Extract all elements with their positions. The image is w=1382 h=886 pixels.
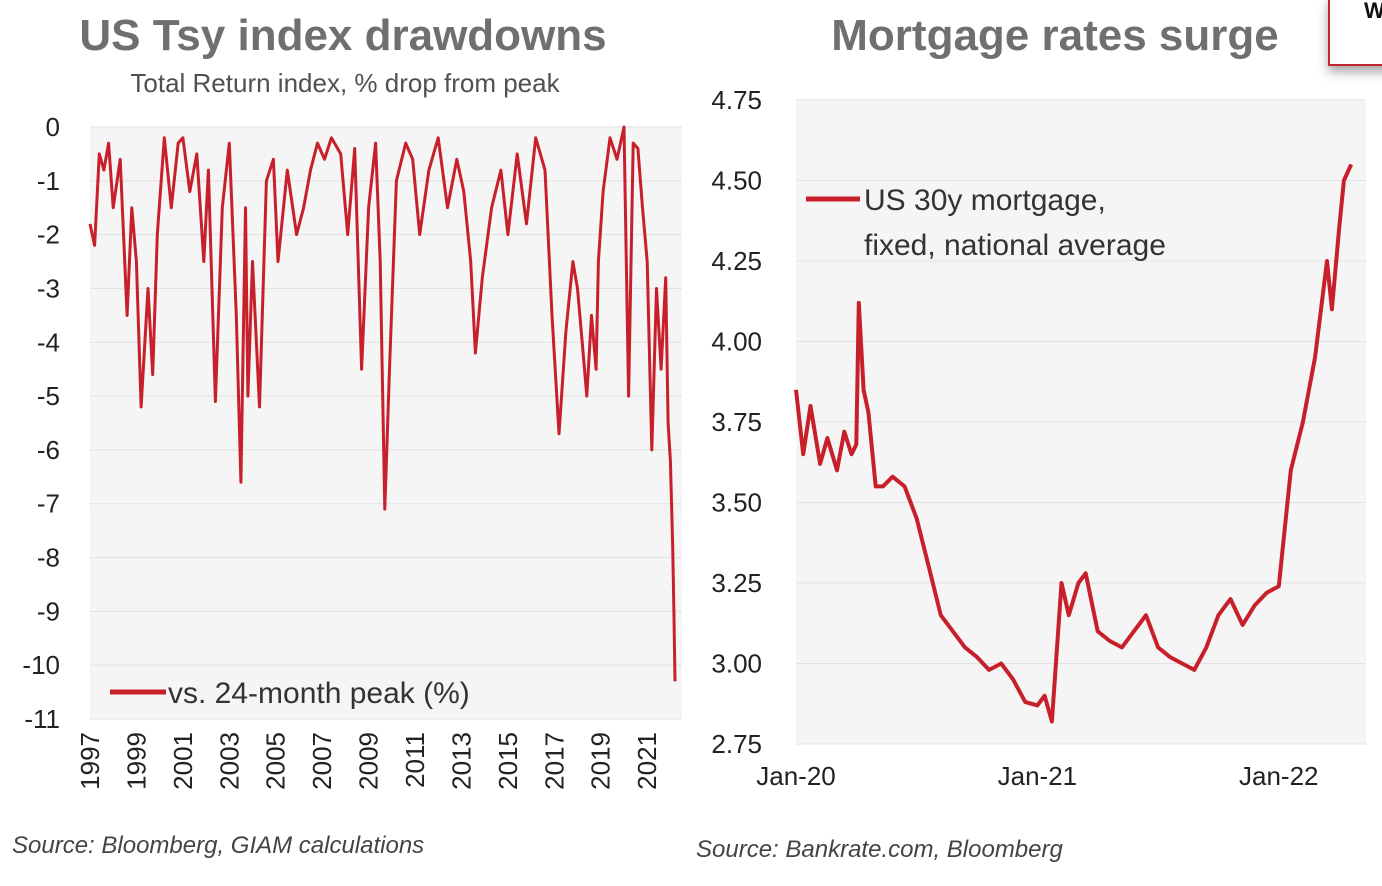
right-y-axis-ticks: 4.75 4.50 4.25 4.00 3.75 3.50 3.25 3.00 2.75 [711, 85, 762, 759]
right-y-tick-label: 3.50 [711, 488, 762, 518]
left-legend-label: vs. 24-month peak (%) [168, 677, 470, 710]
left-y-tick-label: -10 [22, 650, 60, 680]
left-x-tick-label: 2017 [539, 732, 569, 790]
right-y-tick-label: 3.00 [711, 649, 762, 679]
right-x-axis-ticks: Jan-20 Jan-21 Jan-22 [756, 761, 1318, 791]
left-x-tick-label: 2021 [632, 732, 662, 790]
corner-label-box: W [1328, 0, 1382, 66]
left-y-tick-label: -1 [37, 166, 60, 196]
left-chart-subtitle: Total Return index, % drop from peak [130, 68, 560, 98]
left-x-tick-label: 2005 [261, 732, 291, 790]
left-chart-title: US Tsy index drawdowns [79, 11, 606, 60]
right-y-tick-label: 3.25 [711, 568, 762, 598]
left-y-tick-label: -3 [37, 273, 60, 303]
right-x-tick-label: Jan-20 [756, 761, 836, 791]
left-series-line [88, 125, 677, 682]
right-y-tick-label: 4.00 [711, 327, 762, 357]
left-x-tick-label: 2013 [446, 732, 476, 790]
right-x-tick-label: Jan-22 [1239, 761, 1319, 791]
left-y-tick-label: -7 [37, 489, 60, 519]
right-source-note: Source: Bankrate.com, Bloomberg [696, 836, 1063, 863]
right-y-tick-label: 4.50 [711, 166, 762, 196]
left-x-tick-label: 2009 [354, 732, 384, 790]
left-x-axis-ticks: 1997 1999 2001 2003 2005 2007 2009 2011 2013 2015… [75, 732, 662, 790]
left-y-tick-label: -8 [37, 543, 60, 573]
right-chart-title: Mortgage rates surge [831, 11, 1278, 60]
left-y-tick-label: -2 [37, 220, 60, 250]
left-x-tick-label: 2011 [400, 732, 430, 788]
left-y-tick-label: 0 [46, 112, 60, 142]
right-series-line [794, 163, 1354, 724]
left-y-tick-label: -9 [37, 596, 60, 626]
right-y-tick-label: 2.75 [711, 729, 762, 759]
left-y-tick-label: -5 [37, 381, 60, 411]
left-y-tick-label: -11 [24, 704, 60, 734]
left-x-tick-label: 2019 [586, 732, 616, 790]
left-x-tick-label: 2001 [168, 732, 198, 790]
left-x-tick-label: 2003 [214, 732, 244, 790]
right-y-tick-label: 4.25 [711, 246, 762, 276]
right-legend-label-line2: fixed, national average [864, 229, 1166, 262]
corner-label-text: W [1364, 0, 1382, 23]
left-y-tick-label: -6 [37, 435, 60, 465]
right-legend-label-line1: US 30y mortgage, [864, 184, 1106, 217]
left-plot-area [90, 127, 682, 719]
left-x-tick-label: 2007 [307, 732, 337, 790]
left-source-note: Source: Bloomberg, GIAM calculations [12, 832, 424, 859]
right-y-tick-label: 3.75 [711, 407, 762, 437]
left-x-tick-label: 2015 [493, 732, 523, 790]
right-x-tick-label: Jan-21 [998, 761, 1078, 791]
right-y-tick-label: 4.75 [711, 85, 762, 115]
right-gridlines [796, 99, 1366, 745]
left-x-tick-label: 1997 [75, 732, 105, 790]
left-y-tick-label: -4 [37, 327, 60, 357]
left-x-tick-label: 1999 [121, 732, 151, 790]
left-y-axis-ticks: 0 -1 -2 -3 -4 -5 -6 -7 -8 -9 -10 -11 [22, 112, 60, 734]
